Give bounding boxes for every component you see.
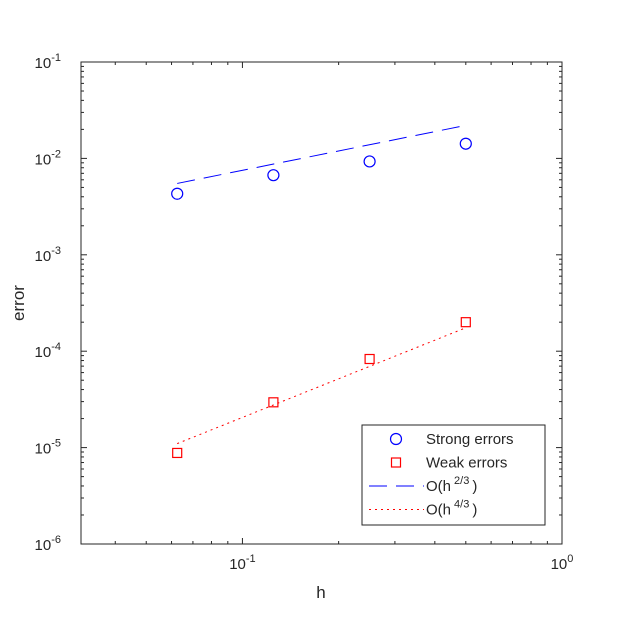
ticks-layer: 10-6 10-5 10-4 10-3 10-2 10-1 10-1 100 bbox=[35, 52, 574, 573]
legend-label: O(h 4/3) bbox=[426, 499, 477, 519]
x-tick-label: 10-1 bbox=[229, 553, 255, 573]
series-line-3 bbox=[177, 327, 466, 445]
y-tick-label: 10-5 bbox=[35, 438, 61, 458]
data-layer bbox=[171, 124, 472, 459]
y-axis-label: error bbox=[9, 285, 28, 321]
y-tick-label: 10-6 bbox=[35, 534, 61, 554]
data-point-circle bbox=[363, 155, 376, 168]
legend-swatch-circle bbox=[389, 432, 403, 446]
data-point-square bbox=[364, 353, 375, 365]
data-point-square bbox=[460, 317, 471, 328]
data-point-square bbox=[268, 397, 279, 408]
x-tick-label: 100 bbox=[551, 553, 574, 573]
data-point-square bbox=[172, 447, 183, 459]
y-tick-label: 10-1 bbox=[35, 52, 61, 72]
legend: Strong errors Weak errors O(h 2/3) O(h 4/3) bbox=[361, 424, 546, 526]
legend-swatch-square bbox=[390, 457, 402, 468]
y-tick-label: 10-2 bbox=[35, 148, 61, 168]
data-point-circle bbox=[459, 137, 472, 150]
x-axis-label: h bbox=[316, 583, 325, 602]
series-line-2 bbox=[177, 124, 466, 184]
legend-label: O(h 2/3) bbox=[426, 475, 477, 495]
legend-box bbox=[361, 424, 546, 526]
legend-label: Strong errors bbox=[426, 431, 514, 448]
legend-label: Weak errors bbox=[426, 455, 507, 472]
data-point-circle bbox=[171, 187, 184, 200]
y-tick-label: 10-3 bbox=[35, 245, 61, 265]
data-point-circle bbox=[267, 169, 280, 182]
y-tick-label: 10-4 bbox=[35, 341, 61, 361]
